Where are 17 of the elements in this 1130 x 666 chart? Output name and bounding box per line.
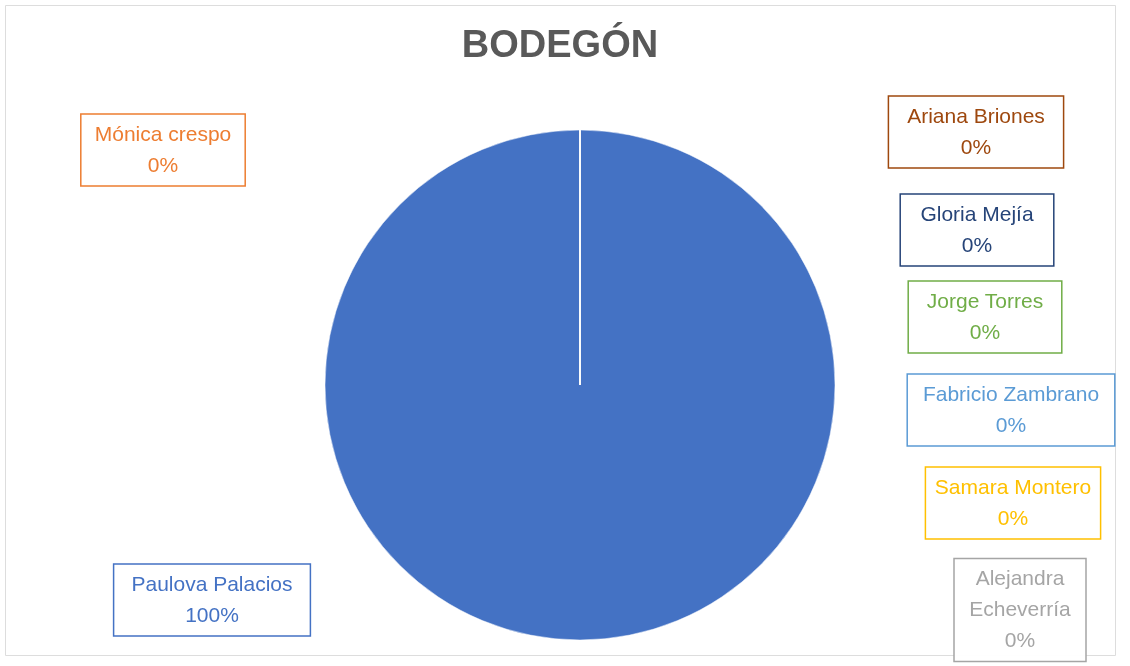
data-label: 100% [185,602,239,626]
text: 0% [997,505,1029,529]
category-label: Mónica crespo [94,121,232,145]
text: 0% [995,412,1027,436]
category-label: Samara Montero [934,474,1092,498]
chart-title: BODEGÓN [461,22,659,65]
category-label: Gloria Mejía [920,201,1034,225]
text: 0% [960,134,992,158]
category-label: Alejandra Echeverría [969,566,1071,620]
slice-label: Paulova Palacios [131,571,293,595]
text: 0% [1004,628,1036,651]
text: 0% [969,319,1001,343]
category-label: Ariana Briones [907,103,1045,127]
text: 0% [961,232,993,256]
text: 0% [147,152,179,176]
category-label: Fabricio Zambrano [922,381,1100,405]
category-label: Jorge Torres [926,288,1044,312]
